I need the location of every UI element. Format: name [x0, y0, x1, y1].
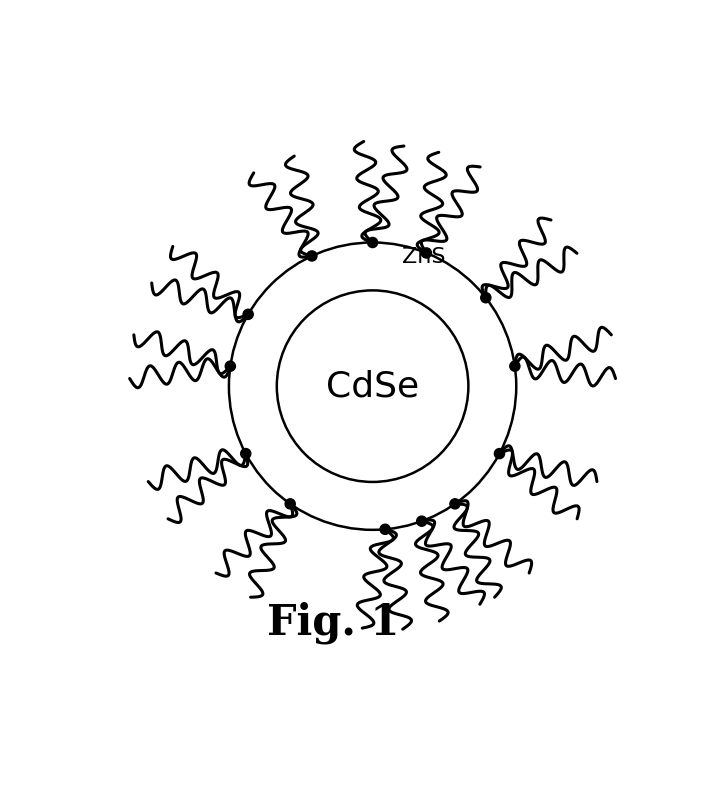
Circle shape — [417, 516, 427, 527]
Circle shape — [450, 499, 460, 509]
Circle shape — [368, 238, 377, 248]
Circle shape — [380, 524, 390, 534]
Circle shape — [494, 449, 505, 459]
Circle shape — [481, 293, 491, 303]
Circle shape — [229, 242, 516, 530]
Text: CdSe: CdSe — [326, 369, 419, 403]
Circle shape — [241, 449, 251, 459]
Circle shape — [285, 499, 295, 509]
Circle shape — [510, 361, 520, 371]
Text: Fig. 1: Fig. 1 — [267, 601, 399, 644]
Circle shape — [307, 251, 317, 261]
Circle shape — [225, 361, 236, 371]
Circle shape — [243, 309, 253, 320]
Circle shape — [422, 248, 432, 258]
Text: ZnS: ZnS — [401, 246, 445, 267]
Circle shape — [277, 290, 468, 482]
